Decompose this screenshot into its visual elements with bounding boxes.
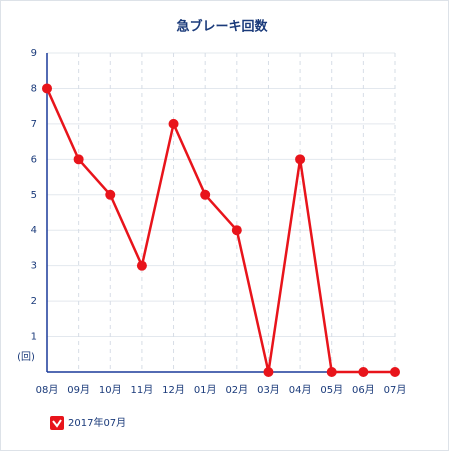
y-tick-label: 5 [31, 190, 37, 201]
x-tick-label: 01月 [194, 384, 217, 396]
data-point [326, 367, 337, 377]
y-unit: (回) [17, 351, 35, 363]
series-line [45, 87, 395, 374]
x-tick-label: 08月 [36, 384, 59, 396]
y-tick-label: 4 [31, 225, 37, 236]
data-point [295, 154, 306, 165]
y-tick-label: 6 [31, 154, 37, 165]
chart-title: 急ブレーキ回数 [176, 19, 268, 35]
y-tick-label: 8 [31, 83, 37, 94]
data-point [73, 154, 84, 165]
x-tick-label: 05月 [320, 384, 343, 396]
data-point [231, 225, 242, 236]
data-point [168, 118, 179, 129]
legend-label[interactable]: 2017年07月 [68, 416, 126, 429]
data-point [136, 260, 147, 271]
x-tick-label: 06月 [352, 384, 375, 396]
x-tick-label: 11月 [131, 384, 154, 396]
data-point [42, 83, 52, 94]
x-tick-label: 03月 [257, 384, 280, 396]
x-tick-label: 10月 [99, 384, 122, 396]
y-tick-label: 9 [31, 48, 37, 59]
y-tick-label: 2 [31, 296, 37, 307]
x-tick-label: 12月 [162, 384, 185, 396]
x-tick-label: 07月 [384, 384, 407, 396]
data-point [263, 367, 274, 377]
data-point [200, 189, 211, 200]
data-point [390, 367, 400, 377]
data-point [358, 367, 369, 377]
x-tick-label: 04月 [289, 384, 312, 396]
y-tick-label: 1 [31, 332, 37, 343]
y-tick-label: 7 [31, 119, 37, 130]
legend-checkbox[interactable] [50, 416, 64, 430]
x-tick-label: 09月 [67, 384, 90, 396]
y-tick-label: 3 [31, 261, 37, 272]
legend-check [52, 419, 62, 428]
x-tick-label: 02月 [225, 384, 248, 396]
data-point [105, 189, 116, 200]
